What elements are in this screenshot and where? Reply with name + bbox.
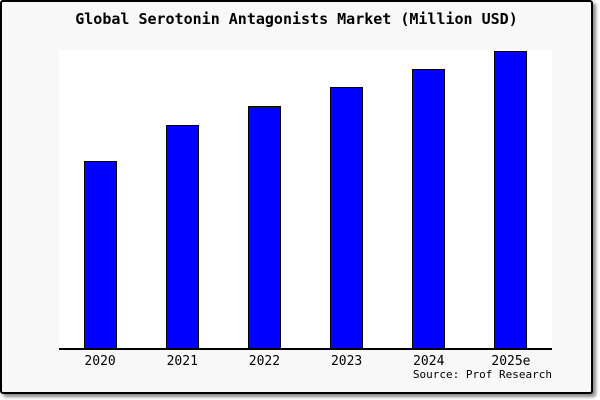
bar-slot: [388, 50, 470, 348]
x-tick-label: 2022: [248, 354, 281, 369]
source-note: Source: Prof Research: [412, 368, 552, 381]
bar-slot: [470, 50, 552, 348]
bar-2025e: [494, 50, 528, 348]
chart-canvas: Global Serotonin Antagonists Market (Mil…: [0, 0, 593, 394]
bar-2023: [330, 86, 364, 348]
bar-slot: [59, 50, 141, 348]
bars-container: [59, 50, 552, 348]
bar-slot: [223, 50, 305, 348]
x-axis-labels: 2020 2021 2022 2023 2024 2025e: [59, 354, 552, 369]
plot-area: [59, 50, 552, 350]
x-tick-label: 2020: [84, 354, 116, 369]
x-tick-label: 2023: [330, 354, 363, 369]
bar-slot: [141, 50, 223, 348]
bar-2020: [83, 161, 117, 348]
x-tick-label: 2021: [166, 354, 198, 369]
bar-2021: [165, 124, 199, 348]
bar-2024: [412, 68, 446, 348]
bar-slot: [306, 50, 388, 348]
x-tick-label: 2025e: [491, 354, 531, 369]
bar-2022: [247, 105, 281, 348]
chart-title: Global Serotonin Antagonists Market (Mil…: [75, 10, 518, 28]
x-tick-label: 2024: [413, 354, 445, 369]
